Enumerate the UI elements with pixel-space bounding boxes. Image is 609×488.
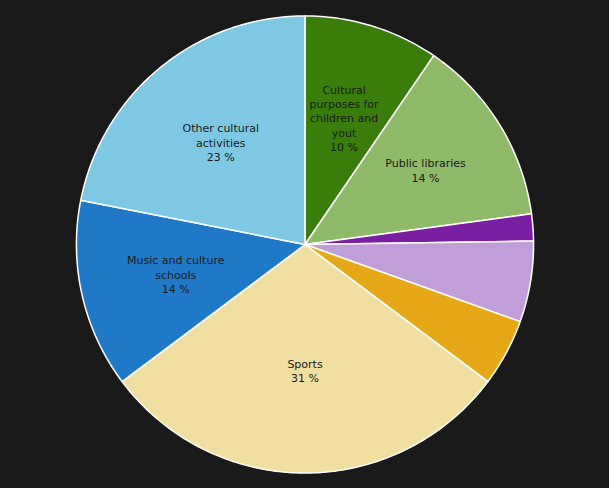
svg-text:Other culturalactivities23 %: Other culturalactivities23 % [183,122,259,164]
svg-text:Sports31 %: Sports31 % [287,358,323,385]
svg-text:Public libraries14 %: Public libraries14 % [385,157,466,184]
svg-text:Culturalpurposes forchildren a: Culturalpurposes forchildren andyout10 % [310,84,380,154]
svg-text:Music and cultureschools14 %: Music and cultureschools14 % [127,254,225,296]
